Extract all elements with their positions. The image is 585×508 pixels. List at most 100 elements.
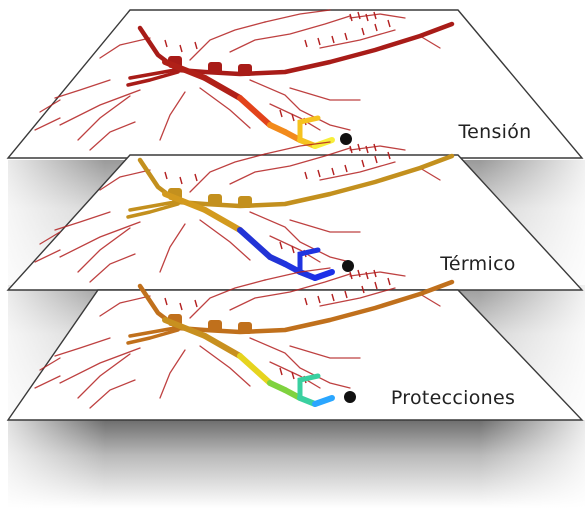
network-branch [319,287,396,307]
feeder-path-segment [162,59,208,81]
network-tick [291,371,295,380]
network-branch [59,347,141,384]
network-tick [331,167,335,176]
network-branch [39,231,61,245]
network-tick [304,297,308,306]
network-tick [331,293,335,302]
network-branch [319,29,396,49]
substation-node [344,391,356,403]
network-tick [164,171,168,180]
network-branch [199,345,251,387]
network-tick [304,171,308,180]
network-junction [208,320,222,332]
network-branch [419,167,441,181]
network-tick [164,39,168,48]
substation-node [342,260,354,272]
network-branch [419,35,441,49]
network-branch [229,15,351,53]
feeder-path-segment [312,269,335,281]
network-branch [77,353,131,399]
layer-label: Térmico [439,253,516,275]
network-tick [373,143,377,152]
network-tick [179,176,183,185]
network-branch [99,295,151,317]
feeder-stub [297,373,321,401]
network-junction [238,322,252,334]
network-tick [194,299,198,308]
network-tick [179,302,183,311]
network-tick [304,39,308,48]
network-junction [208,194,222,206]
layer-termico: Térmico [6,141,584,291]
network-branch [54,337,111,357]
feeder-path-segment [237,353,273,386]
feeder-path-segment [162,317,208,339]
network-branch [319,161,396,181]
network-branch [54,79,111,99]
network-branch [77,227,131,273]
network-branch [289,87,361,101]
network-tick [194,41,198,50]
network-branch [264,9,331,23]
layer-label: Protecciones [391,387,515,409]
network-branch [269,103,321,131]
network-tick [164,297,168,306]
network-tick [373,269,377,278]
network-branch [39,357,61,371]
network-tick [357,143,361,152]
network-branch [249,337,351,389]
network-tick [365,13,369,22]
network-trunk [128,326,177,338]
network-branch [189,153,266,193]
network-branch [159,349,186,399]
network-junction [238,64,252,76]
network-branch [159,91,186,141]
feeder-path-segment [237,95,273,128]
layer-plane [6,154,584,291]
network-branch [34,117,61,131]
network-tick [279,367,283,376]
feeder-stub [297,115,321,143]
network-trunk [126,328,180,345]
network-tick [317,169,321,178]
network-branch [89,121,136,151]
network-tick [344,32,348,41]
network-tick [361,159,365,168]
network-branch [59,89,141,126]
layer-plane [6,289,584,421]
network-tick [387,19,391,28]
network-tick [374,23,378,32]
network-branch [199,219,251,261]
feeder-path-segment [312,395,335,407]
network-branch [229,147,351,185]
network-trunk [128,200,177,212]
layer-protecciones: Protecciones [6,267,584,421]
network-trunk [128,68,177,80]
network-branch [264,141,331,155]
network-branch [99,37,151,59]
network-branch [289,345,361,359]
network-tick [357,11,361,20]
network-tick [361,27,365,36]
network-junction [238,196,252,208]
feeder-stub [297,247,321,275]
feeder-path-segment [162,191,208,213]
network-tick [349,13,353,22]
network-branch [34,249,61,263]
network-branch [249,211,351,263]
network-branch [419,293,441,307]
network-tick [374,281,378,290]
substation-node [340,133,352,145]
network-tick [374,155,378,164]
network-branch [89,253,136,283]
network-branch [249,79,351,131]
network-branch [39,99,61,113]
network-branch [77,95,131,141]
network-tick [344,164,348,173]
network-branch [229,273,351,311]
network-tick [349,271,353,280]
layer-label: Tensión [457,121,531,143]
feeder-path-segment [237,227,273,260]
layer-tension: Tensión [6,9,584,159]
network-branch [99,169,151,191]
